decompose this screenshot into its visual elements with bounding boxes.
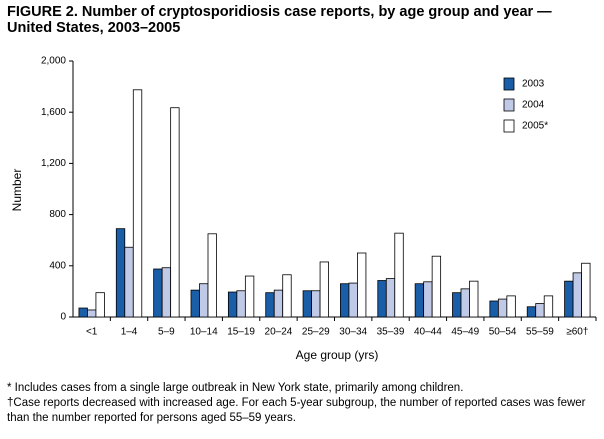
bar [564,280,574,318]
bar [497,298,508,318]
y-tick-label: 800 [49,209,66,220]
x-tick-label: 10–14 [190,327,218,338]
bar [124,246,134,318]
x-tick-label: 5–9 [158,327,175,338]
bar [161,267,172,318]
bar [357,252,367,318]
legend-label: 2005* [522,121,548,132]
x-tick-label: 50–54 [489,327,517,338]
chart: Number Age group (yrs) 0 400 800 1,200 1,600… [10,56,597,362]
legend-label: 2003 [522,79,545,90]
bar [414,283,425,318]
bar [244,275,255,318]
bar [535,303,545,318]
legend-swatch [503,98,515,112]
bar [115,228,126,318]
y-tick-label: 400 [49,260,66,271]
x-tick-label: 45–49 [451,327,479,338]
y-tick-label: 1,600 [41,107,66,118]
bar [132,89,143,318]
bar [319,261,329,318]
bar [385,278,396,318]
footnote: * Includes cases from a single large out… [7,382,464,394]
bar [431,255,442,318]
x-tick-label: 35–39 [377,327,405,338]
x-axis-label: Age group (yrs) [296,348,379,362]
bar [469,280,479,318]
x-tick-label: 55–59 [526,327,554,338]
legend-label: 2004 [522,100,545,111]
chart-title: FIGURE 2. Number of cryptosporidiosis ca… [7,4,552,36]
x-tick-label: 15–19 [227,327,255,338]
bar [506,295,516,318]
bar [348,282,358,318]
y-tick-label: 2,000 [41,56,66,67]
legend-swatch [503,77,515,91]
x-tick-label: 1–4 [121,327,138,338]
y-tick-label: 1,200 [41,158,66,169]
bar [460,288,470,318]
bar [236,290,246,318]
x-tick-label: 40–44 [414,327,442,338]
x-tick-label: 30–34 [339,327,367,338]
bar [340,283,350,318]
footnotes: * Includes cases from a single large out… [7,381,597,426]
bar [265,292,275,318]
legend-swatch [503,119,515,133]
x-tick-label: <1 [86,327,98,338]
bar [452,292,462,318]
bar [526,306,537,318]
bar [153,268,163,318]
y-tick-label: 0 [60,312,66,323]
bar [581,262,591,318]
bar [377,280,387,318]
bar [489,300,499,318]
x-tick-label: 20–24 [265,327,293,338]
bar [95,292,105,318]
bar [423,281,433,318]
footnote: †Case reports decreased with increased a… [7,397,586,424]
bar [311,290,321,318]
bar [394,232,404,318]
x-tick-label: 25–29 [302,327,330,338]
bar [227,291,238,318]
bar [282,274,292,318]
bar [78,307,88,318]
x-tick-label: ≥60† [566,327,588,338]
bar [199,283,209,318]
bar [170,107,180,318]
bar [87,309,97,318]
bar [190,289,200,318]
bar [572,272,582,318]
y-axis-label: Number [10,169,24,212]
bar [302,290,312,318]
bar [543,295,554,318]
bar [273,289,284,318]
bar [207,233,217,318]
